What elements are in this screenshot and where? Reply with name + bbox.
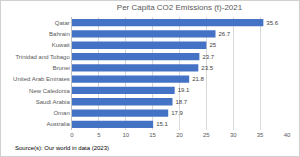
svg-text:35.6: 35.6 (266, 20, 278, 26)
svg-text:10: 10 (122, 132, 129, 138)
svg-text:Bahrain: Bahrain (49, 31, 70, 37)
svg-text:15.1: 15.1 (156, 121, 168, 127)
svg-text:Qatar: Qatar (55, 20, 70, 26)
svg-text:21.8: 21.8 (192, 76, 204, 82)
svg-text:Australia: Australia (46, 121, 70, 127)
svg-text:18.7: 18.7 (176, 99, 188, 105)
svg-text:19.1: 19.1 (178, 87, 190, 93)
svg-text:15: 15 (149, 132, 156, 138)
svg-text:25: 25 (209, 42, 216, 48)
svg-text:Oman: Oman (53, 110, 69, 116)
svg-text:30: 30 (230, 132, 237, 138)
svg-text:35: 35 (257, 132, 264, 138)
svg-text:23.5: 23.5 (201, 65, 213, 71)
svg-text:United Arab Emirates: United Arab Emirates (13, 76, 70, 82)
svg-text:26.7: 26.7 (219, 31, 231, 37)
svg-text:25: 25 (203, 132, 210, 138)
svg-text:Kuwait: Kuwait (52, 42, 70, 48)
svg-text:20: 20 (176, 132, 183, 138)
svg-text:Brunei: Brunei (52, 65, 69, 71)
svg-text:5: 5 (97, 132, 101, 138)
svg-text:Trinidad and Tobago: Trinidad and Tobago (15, 54, 70, 60)
svg-text:Source(s): Our world in data (: Source(s): Our world in data (2023) (15, 145, 109, 151)
svg-text:0: 0 (70, 132, 74, 138)
svg-text:Saudi Arabia: Saudi Arabia (36, 99, 71, 105)
svg-text:23.7: 23.7 (202, 54, 214, 60)
svg-text:New Caledonia: New Caledonia (29, 88, 70, 94)
svg-text:Per Capita CO2 Emissions (t)-2: Per Capita CO2 Emissions (t)-2021 (117, 3, 243, 12)
svg-text:40: 40 (284, 132, 291, 138)
svg-text:17.9: 17.9 (171, 110, 183, 116)
